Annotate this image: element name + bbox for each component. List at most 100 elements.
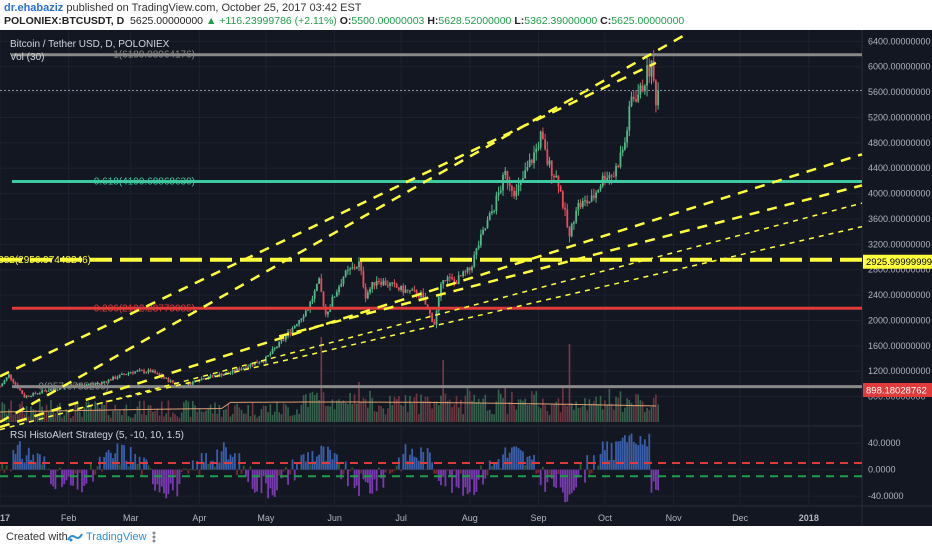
candle-body xyxy=(34,392,37,394)
volume-bar xyxy=(398,396,400,422)
rsi-bar xyxy=(207,463,210,470)
candle-body xyxy=(544,139,547,150)
volume-bar xyxy=(519,399,522,422)
volume-bar xyxy=(466,388,469,422)
author-link[interactable]: dr.ehabaziz xyxy=(4,2,64,14)
chart-area[interactable]: 2017 Feb Mar Apr May Jun Jul Aug Sep Oct Nov Dec 201… xyxy=(0,30,932,526)
rsi-bar xyxy=(530,459,533,470)
volume-bar xyxy=(172,412,174,422)
rsi-bar xyxy=(284,467,287,470)
candle-body xyxy=(320,278,323,292)
price-tick-label: 4000.00000000 xyxy=(868,189,931,199)
rsi-bar xyxy=(608,460,611,470)
rsi-bar xyxy=(61,469,63,488)
rsi-bar xyxy=(227,459,230,470)
rsi-bar xyxy=(528,455,531,470)
volume-bar xyxy=(455,396,458,422)
rsi-bar xyxy=(555,469,558,489)
volume-bars xyxy=(0,337,659,422)
rsi-bar xyxy=(524,465,527,470)
volume-bar xyxy=(513,404,515,422)
candle-body xyxy=(145,372,148,374)
time-tick-label: Jun xyxy=(327,513,342,523)
tradingview-brand[interactable]: TradingView xyxy=(86,531,147,543)
trendline xyxy=(0,153,863,429)
volume-bar xyxy=(12,414,15,422)
volume-bar xyxy=(267,412,269,422)
rsi-bar xyxy=(12,449,15,470)
rsi-bar xyxy=(30,460,32,470)
volume-bar xyxy=(198,408,201,422)
rsi-bar xyxy=(601,441,604,470)
share-icon[interactable] xyxy=(150,531,158,543)
candle-body xyxy=(548,160,551,165)
rsi-bar xyxy=(10,469,12,472)
candle-body xyxy=(437,296,440,311)
rsi-bar xyxy=(271,469,274,496)
rsi-bar xyxy=(537,469,540,473)
candle-body xyxy=(96,383,99,385)
volume-spike xyxy=(320,337,323,422)
rsi-bar xyxy=(548,469,551,476)
volume-bar xyxy=(196,412,199,422)
volume-bar xyxy=(300,404,303,422)
candle-body xyxy=(468,267,471,271)
candle-body xyxy=(307,309,309,311)
candle-body xyxy=(362,270,365,288)
volume-bar xyxy=(344,403,347,422)
volume-bar xyxy=(200,411,203,422)
candle-body xyxy=(262,361,265,363)
candle-body xyxy=(400,285,402,290)
volume-bar xyxy=(411,403,413,422)
price-change: ▲ +116.23999786 (+2.11%) xyxy=(205,15,337,27)
volume-bar xyxy=(223,409,225,422)
candle-body xyxy=(535,148,538,153)
candle-body xyxy=(38,392,41,394)
price-tick-label: 2400.00000000 xyxy=(868,290,931,300)
candle-body xyxy=(637,94,640,102)
candle-body xyxy=(284,336,287,340)
rsi-bar xyxy=(604,450,606,470)
volume-bar xyxy=(526,404,529,422)
volume-bar xyxy=(424,396,427,422)
candle-body xyxy=(411,289,414,291)
rsi-bar xyxy=(1,464,4,470)
volume-bar xyxy=(362,397,365,422)
rsi-bar xyxy=(384,469,387,473)
volume-bar xyxy=(207,408,210,422)
candle-body xyxy=(570,223,573,237)
candle-body xyxy=(271,348,274,354)
candle-body xyxy=(105,381,108,383)
volume-bar xyxy=(96,403,99,422)
candle-body xyxy=(245,367,247,369)
candle-body xyxy=(460,275,462,277)
volume-bar xyxy=(304,394,307,422)
chart-svg[interactable]: 2017 Feb Mar Apr May Jun Jul Aug Sep Oct Nov Dec 201… xyxy=(0,30,932,526)
rsi-legend: RSI HistoAlert Strategy (5, -10, 10, 1.5… xyxy=(10,430,184,441)
candle-body xyxy=(298,320,301,325)
candle-body xyxy=(617,165,620,168)
rsi-bar xyxy=(508,452,511,470)
rsi-bar xyxy=(652,469,655,482)
candle-body xyxy=(473,255,476,267)
rsi-bar xyxy=(118,464,121,470)
volume-bar xyxy=(112,410,114,422)
candle-body xyxy=(340,283,343,287)
volume-bar xyxy=(32,409,35,422)
rsi-bar xyxy=(464,469,467,488)
volume-bar xyxy=(240,409,243,422)
volume-bar xyxy=(564,405,566,422)
candle-body xyxy=(564,207,566,210)
chart-header: dr.ehabaziz published on TradingView.com… xyxy=(0,0,932,30)
rsi-bar xyxy=(36,453,39,470)
time-tick-label: Oct xyxy=(598,513,613,523)
volume-bar xyxy=(449,399,451,422)
candle-body xyxy=(5,377,8,381)
volume-bar xyxy=(550,403,553,422)
candle-body xyxy=(247,366,250,369)
tradingview-logo-icon xyxy=(67,533,83,542)
candle-body xyxy=(87,384,90,386)
volume-bar xyxy=(269,404,272,422)
volume-bar xyxy=(495,401,498,422)
rsi-bar xyxy=(550,469,553,479)
